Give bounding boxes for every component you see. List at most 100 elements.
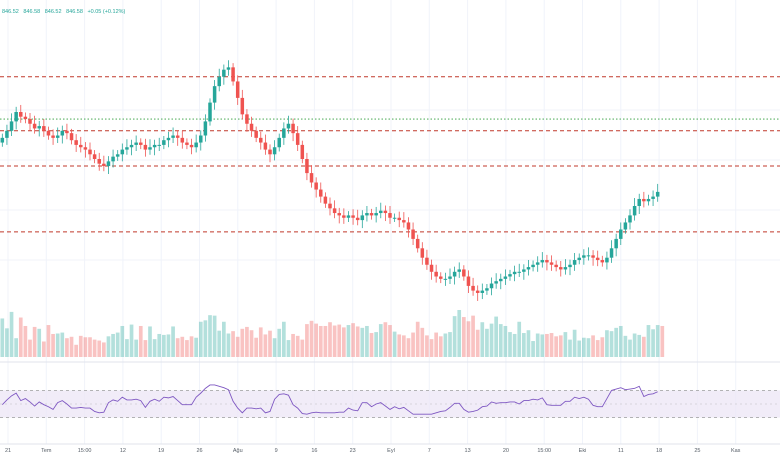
volume-bar <box>346 325 351 357</box>
volume-bar <box>402 335 406 357</box>
volume-bar <box>374 332 378 357</box>
candle-body <box>203 121 208 136</box>
volume-bar <box>448 332 452 357</box>
candle-body <box>277 137 281 148</box>
candle-body <box>332 208 337 214</box>
volume-bar <box>383 322 388 357</box>
volume-bar <box>609 331 614 357</box>
volume-bar <box>217 330 222 357</box>
volume-bar <box>655 325 660 357</box>
volume-bar <box>282 321 286 357</box>
candle-body <box>254 130 258 138</box>
x-tick-label: 25 <box>694 448 700 454</box>
volume-bar <box>438 336 443 357</box>
candle-body <box>568 264 572 268</box>
volume-bar <box>452 316 457 357</box>
candle-body <box>106 161 111 167</box>
volume-bar <box>651 329 655 357</box>
candle-body <box>522 269 526 272</box>
volume-bar <box>614 327 618 357</box>
candle-body <box>471 285 475 291</box>
candle-body <box>14 112 18 122</box>
candle-body <box>222 69 226 77</box>
volume-bar <box>471 315 475 357</box>
volume-bar <box>512 333 517 357</box>
candle-body <box>434 271 438 277</box>
volume-bar <box>365 325 369 357</box>
volume-bar <box>175 338 180 357</box>
volume-bar <box>60 332 65 357</box>
candle-body <box>245 114 249 124</box>
candle-body <box>379 210 383 214</box>
candle-body <box>309 173 314 183</box>
x-tick-label: 23 <box>350 448 356 454</box>
volume-bar <box>337 324 342 357</box>
candle-body <box>328 203 332 209</box>
x-tick-label: 13 <box>465 448 471 454</box>
volume-bar <box>378 324 383 357</box>
volume-bar <box>83 337 88 357</box>
candle-body <box>249 123 254 131</box>
candle-body <box>508 274 512 277</box>
candle-body <box>540 260 545 263</box>
volume-bar <box>466 321 471 357</box>
volume-bar <box>291 333 295 357</box>
x-tick-label: Ağu <box>233 448 243 454</box>
x-tick-label: Eyl <box>387 448 395 454</box>
candle-body <box>83 147 88 150</box>
candle-body <box>92 154 97 159</box>
candle-body <box>88 149 92 155</box>
candle-body <box>591 255 595 258</box>
ohlc-change: +0.05 (+0.12%) <box>87 9 126 15</box>
candle-body <box>125 147 129 150</box>
volume-bar <box>498 324 503 357</box>
volume-bar <box>309 320 314 357</box>
volume-bar <box>88 337 92 357</box>
candle-body <box>79 144 83 148</box>
candle-body <box>609 248 614 258</box>
candle-body <box>628 215 632 223</box>
candle-body <box>300 144 305 159</box>
x-tick-label: Kas <box>731 448 741 454</box>
candle-body <box>499 278 503 282</box>
volume-bar <box>480 322 485 357</box>
volume-bar <box>65 338 69 357</box>
candle-body <box>388 213 392 218</box>
candle-body <box>512 271 517 275</box>
x-tick-label: 7 <box>428 448 431 454</box>
candle-body <box>623 222 628 230</box>
x-axis: 21 Tem 15:00 12 19 26 Ağu 9 16 23 Eyl 7 13 20 15:00 Eki… <box>5 448 741 454</box>
ohlc-close: 846.58 <box>66 9 83 15</box>
volume-bar <box>558 335 563 357</box>
x-tick-label: 15:00 <box>537 448 551 454</box>
candle-body <box>572 260 577 265</box>
candle-body <box>462 269 466 277</box>
candle-body <box>268 149 272 155</box>
candle-body <box>55 135 60 138</box>
candle-body <box>166 137 171 141</box>
volume-bar <box>369 333 374 357</box>
candle-body <box>152 144 157 148</box>
volume-bar <box>37 328 42 357</box>
volume-bar <box>74 344 78 357</box>
volume-bar <box>360 327 365 357</box>
volume-bar <box>605 330 609 357</box>
candle-body <box>452 271 457 277</box>
candle-body <box>143 144 148 150</box>
volume-bar <box>78 335 83 357</box>
candle-body <box>415 238 420 249</box>
x-tick-label: 11 <box>618 448 624 454</box>
volume-bar <box>23 325 28 357</box>
volume-bar <box>591 335 595 357</box>
candle-body <box>295 133 300 145</box>
volume-bar <box>489 323 494 357</box>
volume-bar <box>300 339 305 357</box>
x-tick-label: 21 <box>5 448 11 454</box>
candle-body <box>208 102 212 122</box>
volume-bar <box>554 336 558 357</box>
volume-bar <box>245 326 249 357</box>
volume-bar <box>549 333 554 357</box>
volume-bar <box>208 315 212 357</box>
volume-bar <box>323 325 328 357</box>
